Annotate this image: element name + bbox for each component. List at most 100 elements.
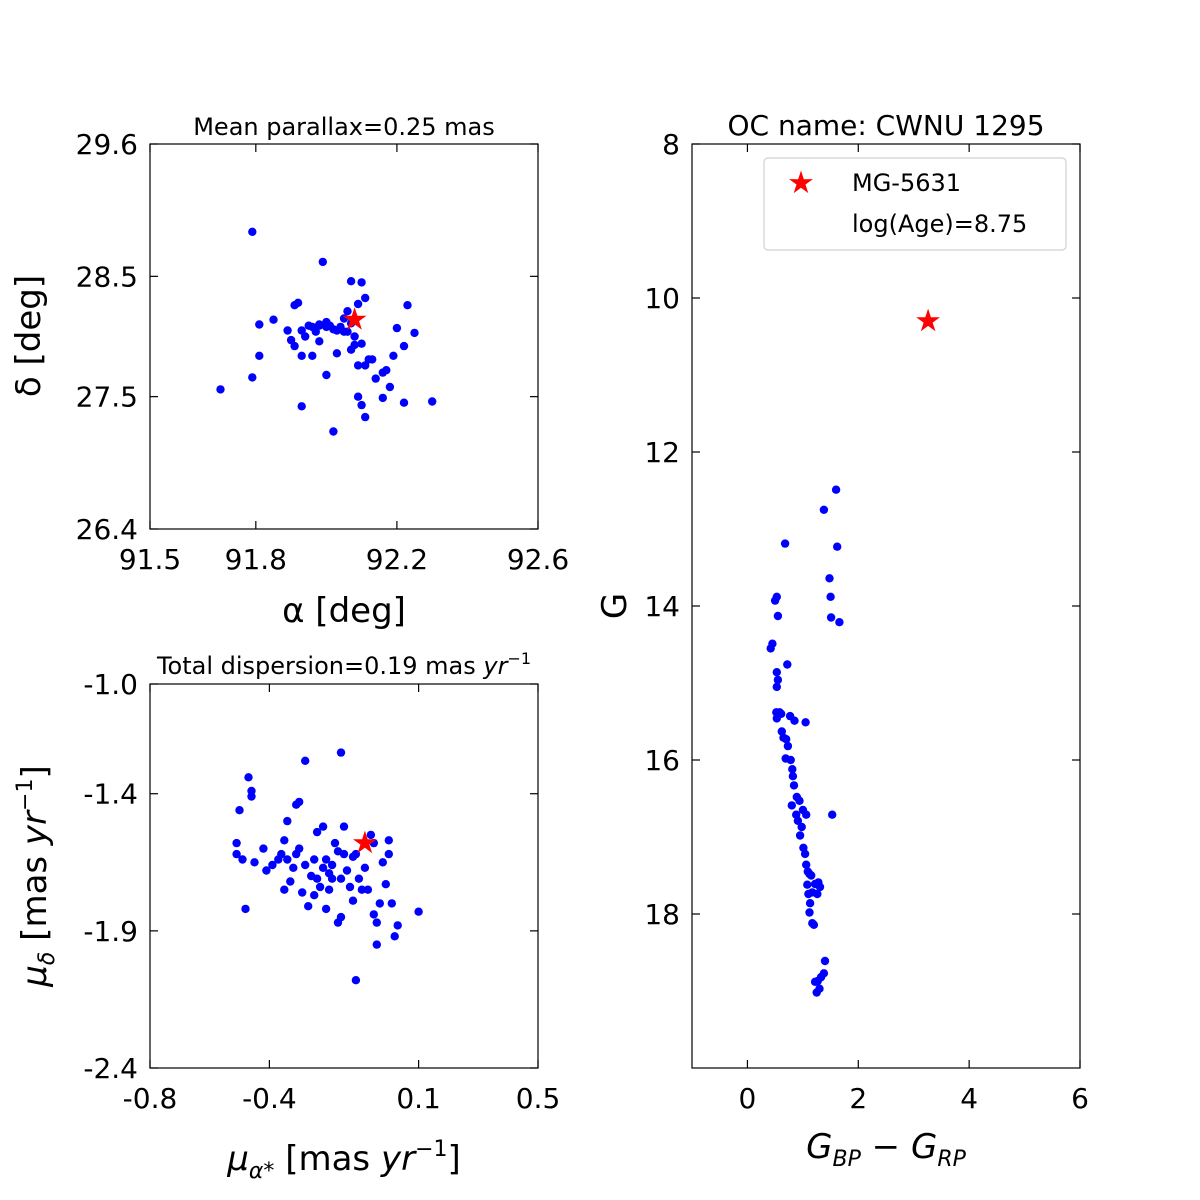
pm-data-point	[336, 912, 346, 922]
pm-ytick-label: -2.4	[83, 1052, 138, 1085]
cmd-frame	[691, 143, 1081, 1069]
color-magnitude-panel: 0 2 4 6 8 10 12 14 16 18 OC name: CWNU 1295 GBP −…	[595, 109, 1089, 1172]
cmd-data-point	[772, 682, 781, 692]
sky-star-marker	[342, 307, 367, 330]
cmd-data-point	[815, 882, 825, 892]
pm-data-point	[277, 849, 286, 859]
pm-data-point	[262, 866, 271, 875]
sky-data-point	[301, 332, 310, 341]
cmd-data-point	[773, 611, 783, 621]
pm-data-point	[369, 910, 378, 919]
pm-data-point	[357, 885, 367, 894]
sky-ytick-label: 27.5	[76, 381, 138, 414]
sky-position-xlabel: α [deg]	[282, 591, 406, 631]
pm-data-point	[295, 844, 304, 853]
sky-data-point	[293, 298, 303, 307]
pm-data-point	[295, 797, 304, 807]
cmd-data-point	[795, 796, 804, 805]
sky-data-point	[343, 327, 352, 336]
cmd-data-point	[835, 618, 844, 627]
sky-position-ticks: 91.5 91.8 92.2 92.6 26.4 27.5 28.5 29.6	[76, 128, 570, 576]
sky-data-point	[357, 339, 366, 348]
cmd-data-point	[802, 810, 811, 819]
pm-data-point	[280, 885, 289, 894]
cmd-data-point	[782, 735, 791, 744]
proper-motion-title-unit: yr	[482, 652, 509, 680]
pm-data-point	[375, 899, 384, 908]
sky-data-point	[368, 355, 377, 364]
sky-data-point	[248, 227, 257, 236]
cmd-data-point	[805, 908, 814, 917]
sky-data-point	[290, 341, 299, 351]
cmd-data-point	[813, 889, 822, 899]
pm-data-point	[301, 860, 310, 870]
proper-motion-title: Total dispersion=0.19 mas yr−1	[156, 649, 531, 680]
proper-motion-points	[232, 748, 423, 985]
proper-motion-title-exponent: −1	[507, 649, 531, 668]
proper-motion-xlabel: μα* [mas yr−1]	[226, 1137, 461, 1184]
pm-data-point	[250, 858, 259, 867]
pm-data-point	[384, 849, 393, 859]
pm-data-point	[312, 827, 322, 837]
pm-data-point	[339, 849, 349, 859]
pm-data-point	[312, 874, 322, 883]
cmd-data-point	[825, 574, 834, 583]
pm-data-point	[363, 885, 373, 894]
pm-data-point	[310, 855, 319, 864]
pm-data-point	[336, 748, 346, 757]
cmd-data-point	[831, 485, 841, 494]
cmd-ytick-label: 12	[644, 436, 680, 469]
cmd-data-point	[793, 816, 803, 825]
cmd-title: OC name: CWNU 1295	[727, 109, 1044, 142]
sky-data-point	[315, 320, 324, 329]
sky-data-point	[361, 412, 370, 422]
pm-data-point	[336, 874, 346, 883]
sky-position-points	[216, 227, 437, 436]
sky-data-point	[315, 337, 324, 346]
pm-xtick-label: -0.4	[242, 1082, 297, 1115]
pm-data-point	[304, 902, 313, 911]
cmd-data-point	[787, 801, 796, 810]
proper-motion-panel: -0.8 -0.4 0.1 0.5 -2.4 -1.9 -1.4 -1.0 Total dis…	[13, 649, 560, 1184]
sky-data-point	[216, 385, 225, 394]
pm-data-point	[232, 838, 241, 848]
cmd-ytick-label: 8	[662, 128, 680, 161]
cmd-data-point	[783, 660, 792, 669]
cmd-data-point	[828, 810, 837, 819]
sky-ytick-label: 29.6	[76, 128, 138, 161]
sky-data-point	[248, 373, 257, 382]
sky-data-point	[297, 351, 306, 360]
sky-data-point	[403, 301, 412, 310]
cmd-xtick-label: 2	[849, 1082, 867, 1115]
legend-box	[763, 157, 1067, 251]
sky-xtick-label: 92.6	[507, 543, 569, 576]
sky-data-point	[353, 392, 363, 401]
sky-data-point	[297, 402, 306, 411]
cmd-xlabel: GBP − GRP	[806, 1127, 966, 1172]
sky-data-point	[269, 315, 278, 324]
cmd-ytick-label: 18	[644, 898, 680, 931]
cmd-data-point	[800, 849, 810, 859]
sky-data-point	[378, 393, 387, 403]
cmd-data-point	[810, 977, 820, 986]
pm-data-point	[381, 880, 390, 889]
pm-ytick-label: -1.0	[83, 668, 138, 701]
legend-star-shape	[789, 170, 813, 194]
proper-motion-title-text: Total dispersion=0.19 mas	[156, 652, 483, 680]
sky-data-point	[353, 361, 363, 370]
cmd-data-point	[783, 741, 793, 751]
pm-data-point	[366, 830, 376, 840]
sky-xtick-label: 91.5	[119, 543, 181, 576]
cmd-data-point	[809, 920, 819, 929]
pm-data-point	[372, 918, 381, 927]
cmd-data-point	[773, 675, 783, 685]
pm-data-point	[283, 816, 292, 826]
cmd-data-point	[788, 772, 798, 781]
cmd-ytick-label: 10	[644, 282, 680, 315]
sky-data-point	[371, 374, 380, 383]
sky-data-point	[329, 427, 338, 436]
pm-data-point	[339, 822, 349, 831]
proper-motion-ticks: -0.8 -0.4 0.1 0.5 -2.4 -1.9 -1.4 -1.0	[83, 668, 560, 1115]
pm-data-point	[298, 888, 307, 897]
pm-data-point	[327, 860, 337, 870]
